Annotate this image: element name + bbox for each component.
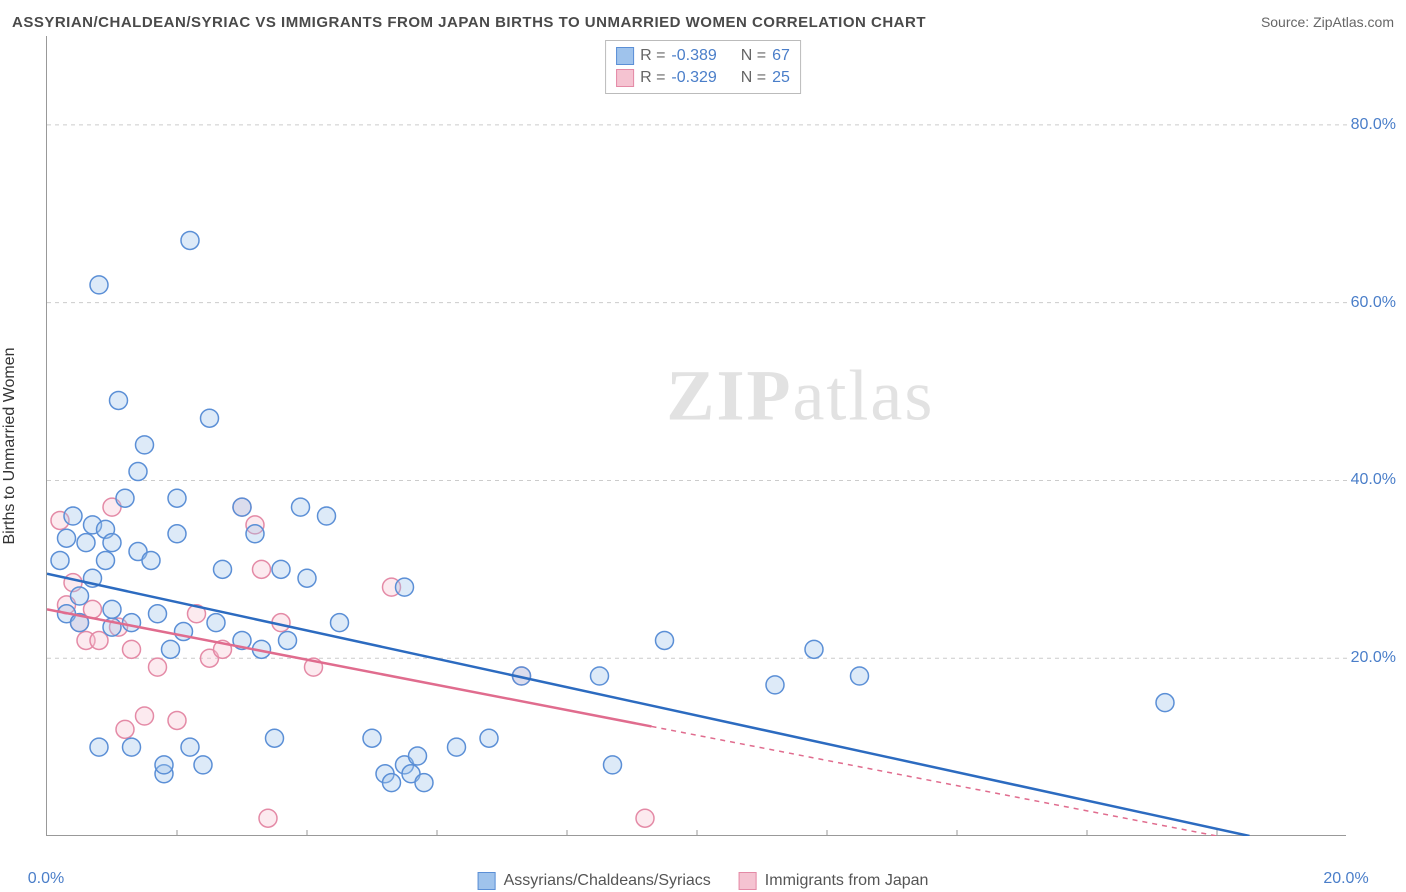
chart-title: ASSYRIAN/CHALDEAN/SYRIAC VS IMMIGRANTS F… (12, 14, 926, 31)
r-value: -0.389 (671, 47, 716, 65)
xtick-label: 0.0% (28, 870, 64, 888)
correlation-legend-row: R = -0.389 N = 67 (616, 45, 790, 67)
r-value: -0.329 (671, 69, 716, 87)
scatter-svg (47, 36, 1347, 836)
series-legend-item: Immigrants from Japan (739, 872, 929, 890)
chart-source: Source: ZipAtlas.com (1261, 14, 1394, 30)
n-value: 25 (772, 69, 790, 87)
series-legend: Assyrians/Chaldeans/Syriacs Immigrants f… (478, 872, 929, 890)
ytick-label: 20.0% (1351, 649, 1396, 667)
ytick-label: 60.0% (1351, 294, 1396, 312)
y-axis-label: Births to Unmarried Women (1, 347, 19, 544)
series-legend-label: Assyrians/Chaldeans/Syriacs (504, 872, 711, 890)
correlation-legend: R = -0.389 N = 67 R = -0.329 N = 25 (605, 40, 801, 94)
ytick-label: 80.0% (1351, 116, 1396, 134)
plot-area: ZIPatlas (46, 36, 1346, 836)
correlation-legend-row: R = -0.329 N = 25 (616, 67, 790, 89)
legend-swatch-icon (616, 69, 634, 87)
series-legend-label: Immigrants from Japan (765, 872, 929, 890)
n-value: 67 (772, 47, 790, 65)
legend-swatch-icon (478, 872, 496, 890)
legend-swatch-icon (616, 47, 634, 65)
legend-swatch-icon (739, 872, 757, 890)
xtick-label: 20.0% (1323, 870, 1368, 888)
chart-header: ASSYRIAN/CHALDEAN/SYRIAC VS IMMIGRANTS F… (0, 0, 1406, 36)
ytick-label: 40.0% (1351, 471, 1396, 489)
series-legend-item: Assyrians/Chaldeans/Syriacs (478, 872, 711, 890)
